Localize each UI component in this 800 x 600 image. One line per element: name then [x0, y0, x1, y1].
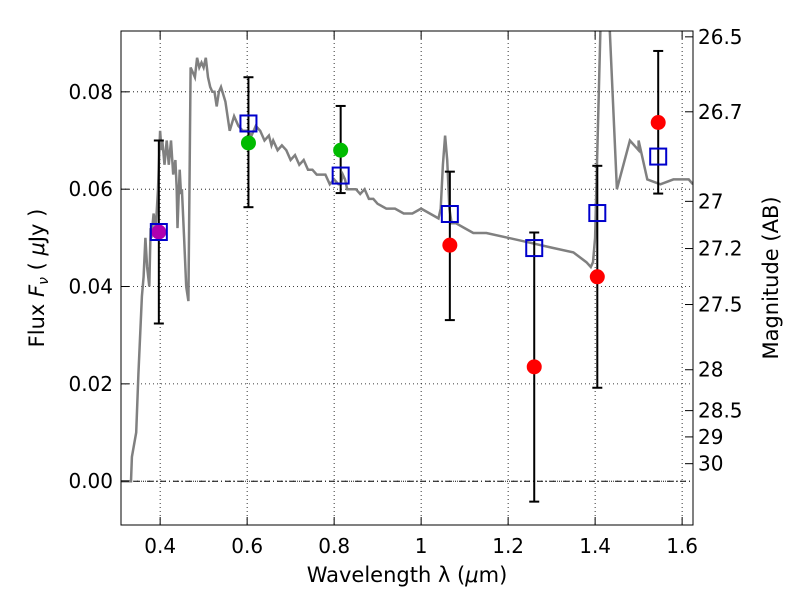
y2-tick-label: 27.2: [698, 237, 743, 261]
model-photometry-point: [239, 114, 258, 133]
x-tick-label: 0.6: [231, 534, 263, 558]
y-tick-label: 0.04: [68, 275, 113, 299]
model-spectrum-line: [121, 31, 693, 483]
observed-point: [526, 359, 542, 375]
observed-point: [650, 114, 666, 130]
model-photometry-point: [649, 147, 668, 166]
y2-tick-label: 26.7: [698, 100, 743, 124]
y-tick-label: 0.02: [68, 372, 113, 396]
observed-point: [589, 269, 605, 285]
observed-point: [151, 224, 167, 240]
secondary-y-axis-ticks: 26.5 26.7 27 27.2 27.5 28 28.529 30: [685, 25, 743, 476]
y2-tick-label: 28.5: [698, 399, 743, 423]
x-tick-label: 1: [415, 534, 428, 558]
y-axis-label: Flux Fν ( μJy ): [25, 209, 52, 348]
x-tick-label: 1.6: [666, 534, 698, 558]
y2-tick-label: 26.5: [698, 25, 743, 49]
model-photometry-point: [525, 239, 544, 258]
observed-point: [333, 142, 349, 158]
y2-tick-label: 30: [698, 452, 723, 476]
y2-tick-label: 28: [698, 358, 723, 382]
observed-point: [240, 135, 256, 151]
x-tick-label: 0.4: [144, 534, 176, 558]
plot-frame: [120, 30, 694, 526]
x-tick-label: 1.2: [492, 534, 524, 558]
model-photometry-points: [149, 114, 668, 258]
y-tick-label: 0.00: [68, 469, 113, 493]
x-axis-ticks: 0.4 0.6 0.8 1 1.2 1.4 1.6: [144, 31, 698, 558]
x-axis-label: Wavelength λ (μm): [307, 563, 508, 587]
y-tick-label: 0.06: [68, 177, 113, 201]
y2-tick-label: 29: [698, 425, 723, 449]
secondary-y-axis-label: Magnitude (AB): [759, 196, 783, 359]
model-photometry-point: [440, 204, 459, 223]
model-photometry-point: [331, 166, 350, 185]
y-tick-label: 0.08: [68, 80, 113, 104]
y2-tick-label: 27.5: [698, 293, 743, 317]
model-photometry-point: [588, 204, 607, 223]
model-photometry-point: [149, 223, 168, 242]
observed-points: [151, 114, 666, 375]
y-axis-ticks: 0.00 0.02 0.04 0.06 0.08: [68, 80, 129, 493]
observed-point: [442, 237, 458, 253]
x-tick-label: 1.4: [579, 534, 611, 558]
x-tick-label: 0.8: [318, 534, 350, 558]
y2-tick-label: 27: [698, 189, 723, 213]
